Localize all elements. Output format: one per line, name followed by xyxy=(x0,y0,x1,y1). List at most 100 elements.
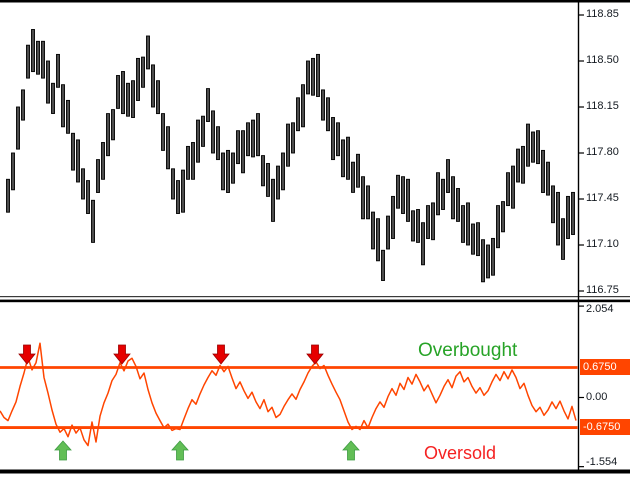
ohlc-bar xyxy=(381,249,385,281)
ohlc-bar xyxy=(241,130,245,174)
ohlc-bar xyxy=(246,122,250,157)
ohlc-bar xyxy=(16,106,20,150)
ohlc-bar xyxy=(431,202,435,241)
ohlc-bar xyxy=(451,176,455,220)
ohlc-bar xyxy=(136,57,140,101)
ohlc-bar xyxy=(456,188,460,222)
ohlc-bar xyxy=(546,161,550,196)
ohlc-bar xyxy=(91,199,95,243)
price-axis-label: 117.80 xyxy=(586,146,619,158)
ohlc-bar xyxy=(541,149,545,193)
price-axis-label: 116.75 xyxy=(586,284,619,296)
ohlc-bar xyxy=(276,165,280,200)
ohlc-bar xyxy=(346,136,350,180)
ohlc-bar xyxy=(571,191,575,235)
ohlc-bar xyxy=(416,209,420,243)
ohlc-bar xyxy=(536,130,540,165)
price-axis-label: 118.85 xyxy=(586,8,619,20)
ohlc-bar xyxy=(121,71,125,115)
ohlc-bar xyxy=(316,53,320,97)
ohlc-bar xyxy=(476,222,480,257)
ohlc-bar xyxy=(46,60,50,104)
price-axis-label: 118.50 xyxy=(586,54,619,66)
ohlc-bar xyxy=(126,82,130,117)
indicator-axis-label: -1.554 xyxy=(586,456,618,468)
ohlc-bar xyxy=(341,139,345,178)
ohlc-bar xyxy=(331,117,335,161)
ohlc-bar xyxy=(516,148,520,183)
ohlc-bar xyxy=(236,130,240,165)
ohlc-bar xyxy=(11,152,15,191)
ohlc-bar xyxy=(371,211,375,250)
pane-separator-thin xyxy=(0,296,630,298)
buy-arrow-icon xyxy=(171,440,189,461)
ohlc-bar xyxy=(396,174,400,209)
ohlc-bar xyxy=(196,119,200,163)
ohlc-bar xyxy=(291,122,295,154)
price-axis-label: 118.15 xyxy=(586,100,619,112)
ohlc-bar xyxy=(421,222,425,266)
ohlc-bar xyxy=(31,29,35,73)
indicator-axis-label: 2.054 xyxy=(586,303,614,315)
ohlc-bar xyxy=(496,205,500,249)
ohlc-bar xyxy=(306,60,310,95)
ohlc-bar xyxy=(466,202,470,246)
ohlc-bar xyxy=(141,56,145,88)
oscillator-line xyxy=(0,342,577,447)
ohlc-bar xyxy=(406,178,410,222)
ohlc-bar xyxy=(96,159,100,193)
overbought-label: Overbought xyxy=(418,340,518,361)
ohlc-bar xyxy=(386,215,390,250)
ohlc-bar xyxy=(36,40,40,75)
ohlc-bar xyxy=(521,145,525,184)
top-border xyxy=(0,0,630,3)
ohlc-bar xyxy=(66,99,70,134)
ohlc-bar xyxy=(161,113,165,151)
ohlc-bar xyxy=(326,97,330,132)
sell-arrow-icon xyxy=(18,344,36,365)
ohlc-bar xyxy=(321,89,325,121)
ohlc-bar xyxy=(116,75,120,109)
ohlc-bar xyxy=(221,152,225,191)
ohlc-bar xyxy=(156,80,160,115)
ohlc-bar xyxy=(266,163,270,197)
ohlc-bar xyxy=(501,201,505,233)
ohlc-bar xyxy=(471,223,475,255)
sell-arrow-icon xyxy=(113,344,131,365)
ohlc-bar xyxy=(71,132,75,171)
oversold-label: Oversold xyxy=(424,443,497,463)
buy-arrow-icon xyxy=(54,440,72,461)
ohlc-bar xyxy=(551,185,555,224)
ohlc-bar xyxy=(486,244,490,279)
sell-arrow-icon xyxy=(212,344,230,365)
ohlc-bar xyxy=(216,126,220,161)
price-axis-label: 117.10 xyxy=(586,238,619,250)
ohlc-bar xyxy=(106,113,110,157)
ohlc-bar xyxy=(181,169,185,213)
ohlc-bar xyxy=(311,57,315,96)
ohlc-bar xyxy=(86,180,90,214)
price-series xyxy=(6,29,575,283)
ohlc-bar xyxy=(361,176,365,220)
ohlc-bar xyxy=(376,218,380,262)
ohlc-bar xyxy=(191,142,195,180)
sell-arrow-icon xyxy=(306,344,324,365)
ohlc-bar xyxy=(61,84,65,128)
ohlc-bar xyxy=(261,155,265,187)
ohlc-bar xyxy=(391,195,395,239)
ohlc-bar xyxy=(296,97,300,132)
ohlc-bar xyxy=(561,218,565,260)
ohlc-bar xyxy=(556,191,560,246)
ohlc-bar xyxy=(166,126,170,170)
ohlc-bar xyxy=(176,180,180,214)
ohlc-bar xyxy=(281,152,285,191)
indicator-axis-label: 0.00 xyxy=(586,391,608,403)
oversold-level-price-box: -0.6750 xyxy=(580,419,630,435)
ohlc-bar xyxy=(366,185,370,220)
ohlc-bar xyxy=(81,168,85,200)
ohlc-bar xyxy=(171,168,175,200)
ohlc-bar xyxy=(6,178,10,213)
ohlc-bar xyxy=(506,172,510,207)
ohlc-bar xyxy=(426,205,430,239)
